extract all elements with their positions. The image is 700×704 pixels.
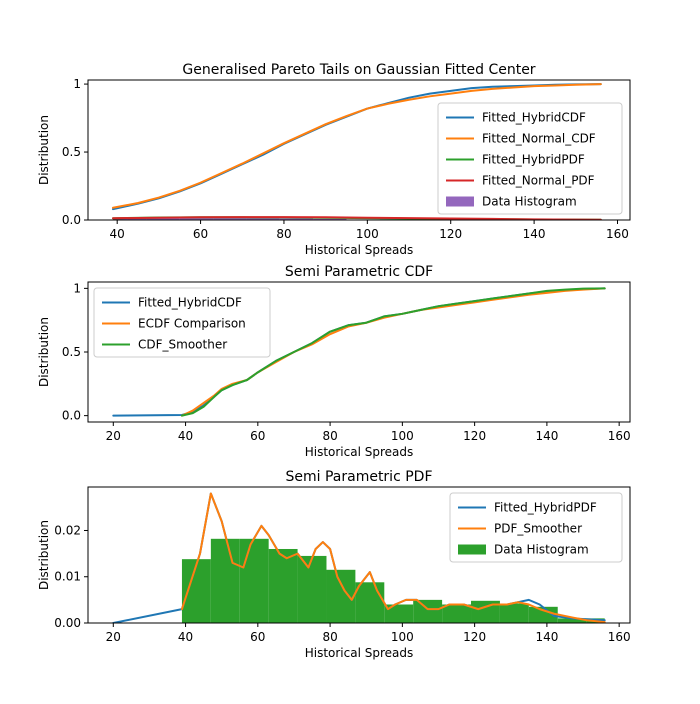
histogram-bar [182, 559, 211, 623]
chart-title: Semi Parametric CDF [285, 264, 433, 280]
x-tick-label: 60 [250, 630, 265, 644]
legend-label: Data Histogram [482, 195, 577, 209]
x-tick-label: 20 [106, 429, 121, 443]
y-tick-label: 0.01 [54, 570, 81, 584]
legend-label: ECDF Comparison [138, 317, 246, 331]
legend-label: Fitted_Normal_CDF [482, 132, 596, 146]
histogram-bar [355, 582, 384, 623]
legend-label: Fitted_Normal_PDF [482, 174, 595, 188]
y-tick-label: 0.00 [54, 616, 81, 630]
legend-label: PDF_Smoother [494, 522, 582, 536]
x-tick-label: 40 [178, 630, 193, 644]
y-axis-label: Distribution [37, 317, 51, 387]
x-tick-label: 100 [391, 429, 414, 443]
x-axis-label: Historical Spreads [305, 243, 414, 257]
x-tick-label: 160 [606, 227, 629, 241]
x-tick-label: 100 [356, 227, 379, 241]
x-tick-label: 60 [250, 429, 265, 443]
y-tick-label: 1 [73, 281, 81, 295]
y-tick-label: 0.0 [62, 409, 81, 423]
x-tick-label: 40 [110, 227, 125, 241]
x-tick-label: 40 [178, 429, 193, 443]
histogram-bar [240, 539, 269, 623]
x-tick-label: 140 [535, 630, 558, 644]
histogram-bar [269, 549, 298, 623]
histogram-bar [500, 604, 529, 623]
x-tick-label: 160 [608, 429, 631, 443]
y-tick-label: 0.02 [54, 523, 81, 537]
legend-label: Fitted_HybridCDF [138, 296, 242, 310]
legend-label: Data Histogram [494, 543, 589, 557]
x-axis-label: Historical Spreads [305, 445, 414, 459]
legend: Fitted_HybridCDF Fitted_Normal_CDF Fitted_… [438, 103, 622, 214]
y-tick-label: 0.5 [62, 345, 81, 359]
legend: Fitted_HybridPDF PDF_Smoother Data Histogr… [450, 493, 622, 562]
x-tick-label: 140 [535, 429, 558, 443]
x-tick-label: 80 [322, 429, 337, 443]
x-tick-label: 60 [193, 227, 208, 241]
y-tick-label: 0.0 [62, 213, 81, 227]
x-tick-label: 140 [523, 227, 546, 241]
legend-swatch [458, 545, 486, 555]
x-tick-label: 20 [106, 630, 121, 644]
legend-label: CDF_Smoother [138, 338, 227, 352]
legend-label: Fitted_HybridPDF [482, 153, 585, 167]
x-tick-label: 160 [608, 630, 631, 644]
histogram-bar [442, 604, 471, 623]
histogram-bar [326, 570, 355, 623]
histogram-bar [413, 600, 442, 623]
x-tick-label: 80 [322, 630, 337, 644]
legend: Fitted_HybridCDF ECDF Comparison CDF_Smoot… [94, 288, 270, 357]
chart-title: Semi Parametric PDF [285, 469, 432, 485]
legend-label: Fitted_HybridPDF [494, 501, 597, 515]
y-axis-label: Distribution [37, 520, 51, 590]
chart-title: Generalised Pareto Tails on Gaussian Fit… [182, 62, 535, 78]
y-tick-label: 1 [73, 77, 81, 91]
x-tick-label: 80 [276, 227, 291, 241]
legend-label: Fitted_HybridCDF [482, 111, 586, 125]
x-tick-label: 100 [391, 630, 414, 644]
histogram-bar [298, 556, 327, 623]
x-tick-label: 120 [463, 429, 486, 443]
x-tick-label: 120 [463, 630, 486, 644]
histogram-bar [211, 539, 240, 623]
x-axis-label: Historical Spreads [305, 646, 414, 660]
x-tick-label: 120 [439, 227, 462, 241]
histogram-bar [384, 604, 413, 623]
legend-swatch [446, 197, 474, 207]
y-axis-label: Distribution [37, 115, 51, 185]
y-tick-label: 0.5 [62, 145, 81, 159]
